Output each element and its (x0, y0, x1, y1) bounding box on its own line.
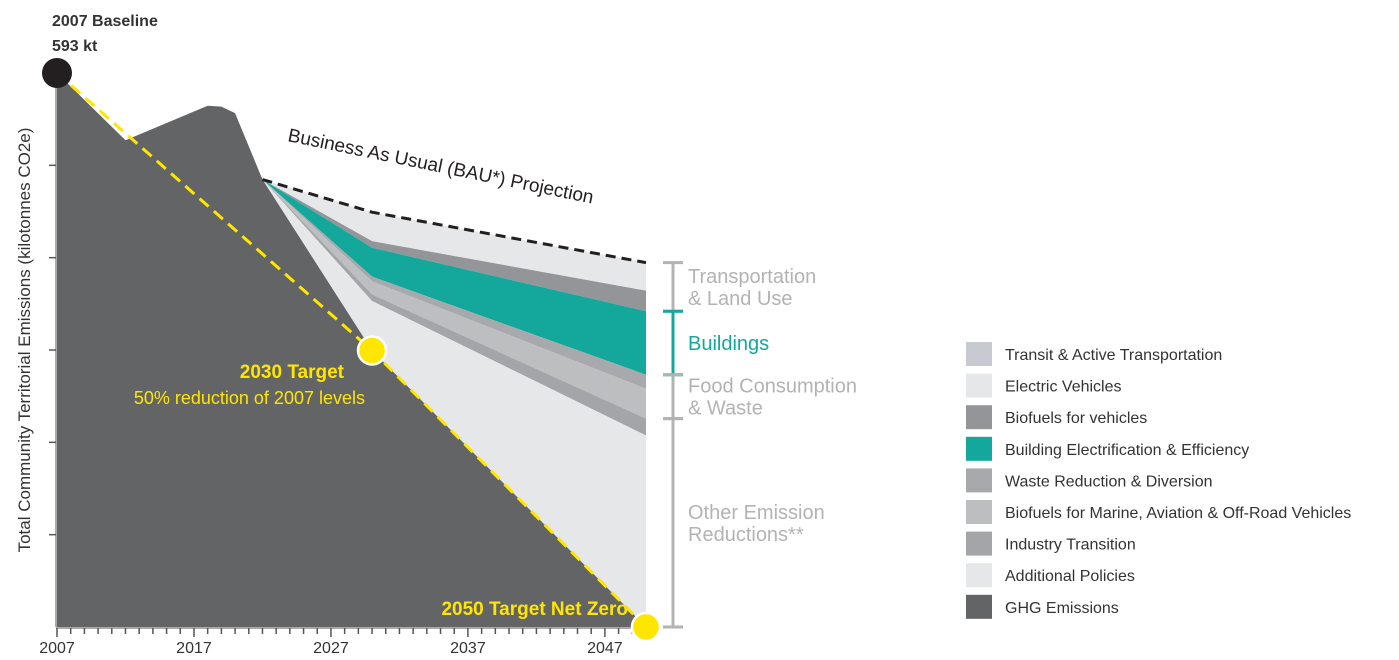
area-biofuels-for-vehicles (262, 179, 646, 312)
legend-swatch (966, 500, 992, 524)
baseline-value-label: 593 kt (52, 38, 98, 55)
target-2030-subtitle: 50% reduction of 2007 levels (134, 388, 365, 408)
sector-label: Buildings (688, 333, 769, 355)
sector-label: & Land Use (688, 288, 793, 310)
legend-label: Transit & Active Transportation (1005, 347, 1222, 364)
bau-label: Business As Usual (BAU*) Projection (286, 125, 595, 208)
area-ghg-emissions (57, 73, 646, 627)
legend-label: GHG Emissions (1005, 600, 1119, 617)
area-additional-policies (262, 179, 646, 627)
baseline-title: 2007 Baseline (52, 13, 158, 30)
sector-label: Reductions** (688, 524, 804, 546)
legend-swatch (966, 342, 992, 366)
x-tick-label: 2037 (450, 640, 486, 657)
legend-label: Electric Vehicles (1005, 379, 1122, 396)
chart-legend: Transit & Active Transportation Electric … (966, 342, 1351, 619)
chart-areas (56, 71, 648, 629)
x-tick-label: 2047 (587, 640, 623, 657)
legend-label: Additional Policies (1005, 568, 1135, 585)
x-tick-label: 2007 (39, 640, 75, 657)
sector-label: Transportation (688, 266, 816, 288)
sector-label: Food Consumption (688, 376, 857, 398)
legend-label: Biofuels for vehicles (1005, 410, 1147, 427)
target-2050-title: 2050 Target Net Zero (441, 599, 628, 620)
legend-swatch (966, 405, 992, 430)
area-industry-transition (262, 179, 646, 436)
x-tick-label: 2017 (176, 640, 212, 657)
chart-axes: Total Community Territorial Emissions (k… (15, 63, 647, 657)
legend-swatch (966, 373, 992, 398)
legend-swatch (966, 436, 992, 461)
area-biofuels-for-marine-aviation-off-road-vehicles (262, 179, 646, 419)
sector-label: & Waste (688, 398, 763, 420)
sector-brackets: Transportation& Land Use Buildings Food Co… (663, 261, 857, 629)
legend-label: Biofuels for Marine, Aviation & Off-Road… (1005, 505, 1351, 522)
legend-label: Industry Transition (1005, 537, 1136, 554)
sector-label: Other Emission (688, 502, 825, 524)
legend-label: Building Electrification & Efficiency (1005, 442, 1249, 459)
bau-projection-line (262, 178, 647, 265)
legend-swatch (966, 563, 992, 588)
target-2030-title: 2030 Target (240, 362, 345, 383)
x-tick-label: 2027 (313, 640, 349, 657)
legend-swatch (966, 594, 992, 619)
legend-label: Waste Reduction & Diversion (1005, 473, 1213, 490)
area-building-electrification-efficiency (262, 179, 646, 375)
area-electric-vehicles (262, 179, 646, 291)
area-waste-reduction-diversion (262, 179, 646, 389)
baseline-marker (42, 58, 72, 88)
target-2030-marker (356, 335, 388, 366)
y-axis-label: Total Community Territorial Emissions (k… (15, 128, 34, 553)
legend-swatch (966, 531, 992, 556)
target-2050-marker (630, 611, 662, 643)
legend-swatch (966, 468, 992, 493)
